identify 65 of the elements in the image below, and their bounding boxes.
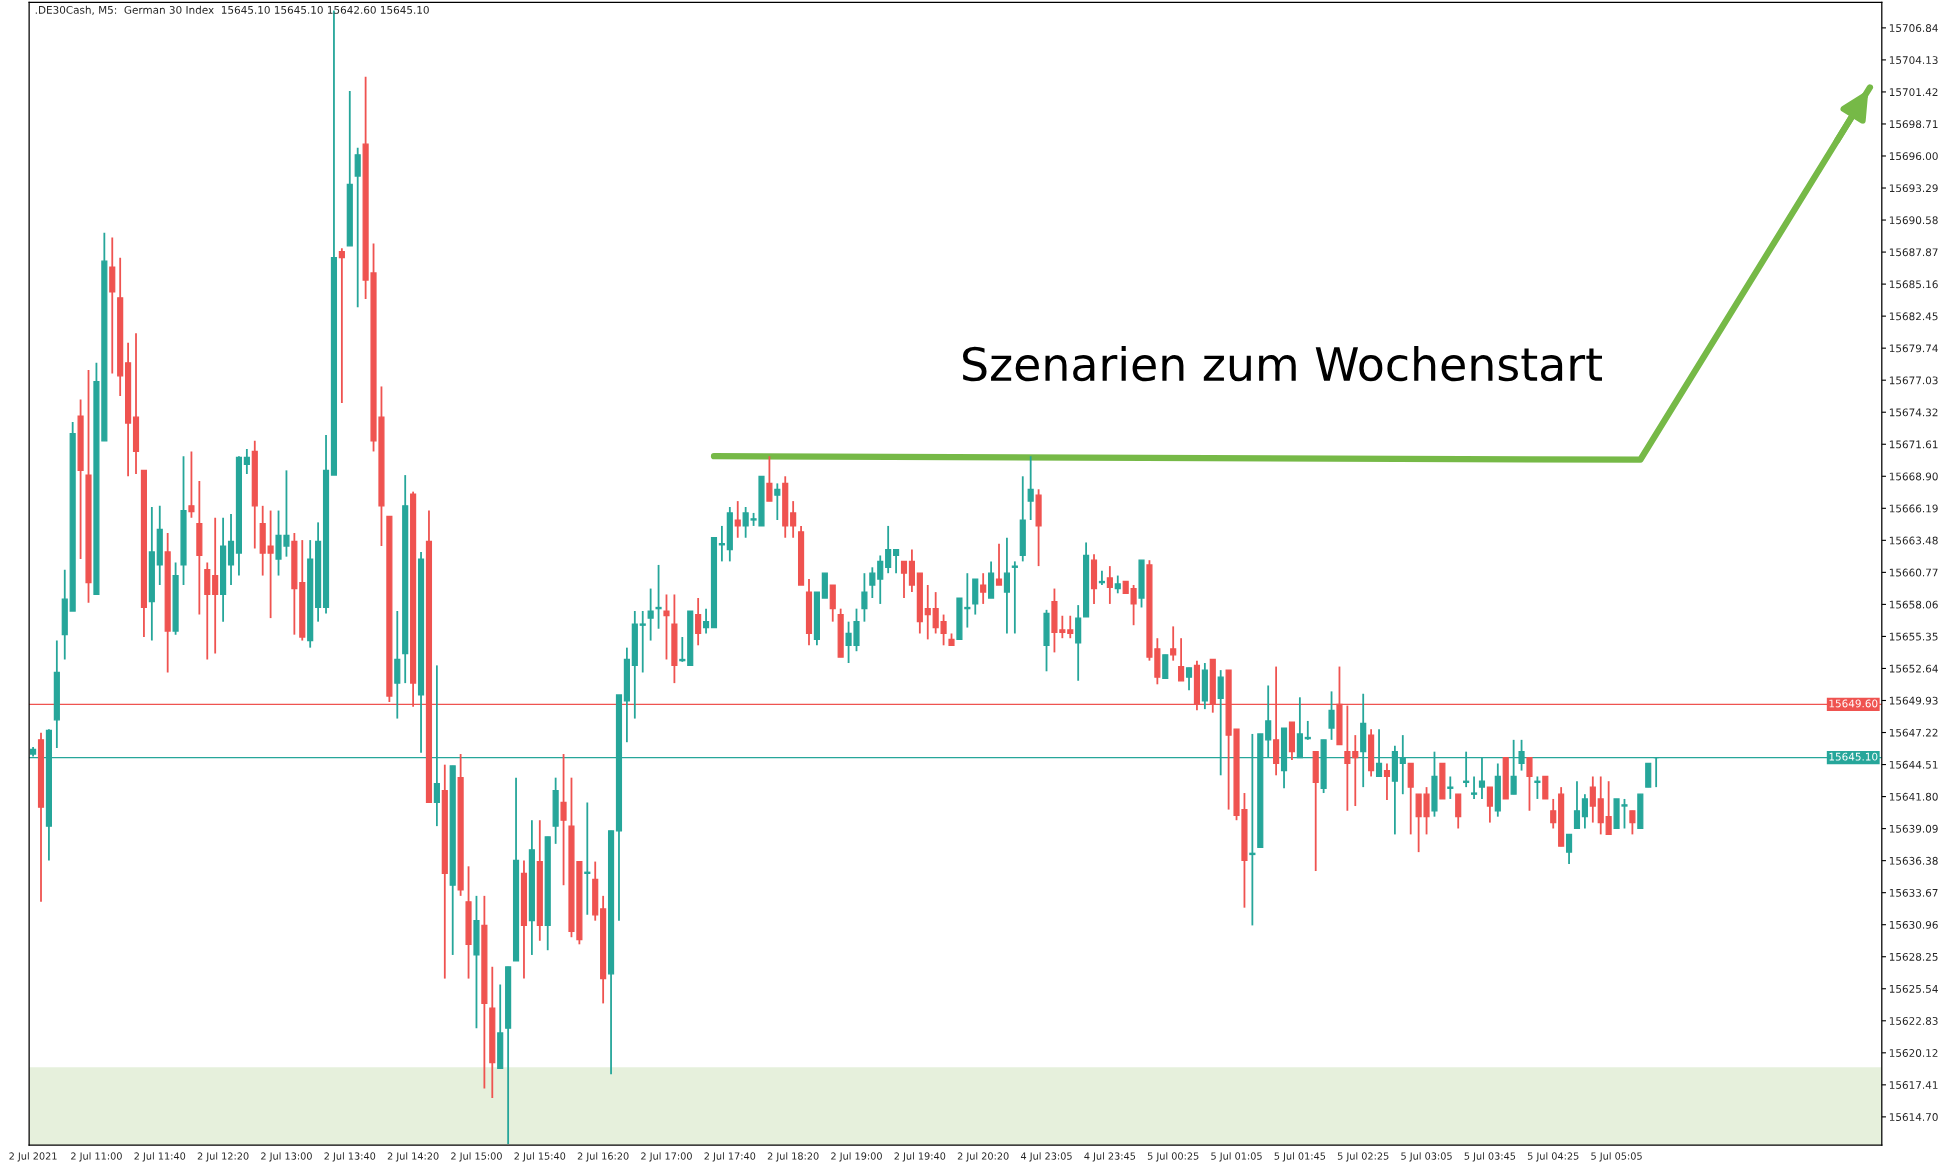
y-tick-label: 15704.13 xyxy=(1889,56,1938,65)
x-tick-label: 2 Jul 13:00 xyxy=(261,1152,312,1162)
y-tick-label: 15671.61 xyxy=(1889,440,1938,449)
x-tick-label: 2 Jul 13:40 xyxy=(324,1152,376,1162)
y-tick-label: 15636.38 xyxy=(1889,856,1938,865)
y-tick-label: 15658.06 xyxy=(1889,600,1938,609)
ref-line-label: 15649.60 xyxy=(1829,699,1878,708)
x-tick-label: 5 Jul 01:45 xyxy=(1274,1152,1326,1162)
y-tick-label: 15696.00 xyxy=(1889,152,1938,161)
y-tick-label: 15698.71 xyxy=(1889,120,1938,129)
ref-line-label: 15645.10 xyxy=(1829,752,1878,761)
y-tick-label: 15628.25 xyxy=(1889,952,1938,961)
y-tick-label: 15706.84 xyxy=(1889,24,1938,32)
y-tick-label: 15652.64 xyxy=(1889,664,1938,673)
x-tick-label: 5 Jul 01:05 xyxy=(1211,1152,1262,1162)
x-tick-label: 4 Jul 23:05 xyxy=(1020,1152,1072,1162)
y-tick-label: 15690.58 xyxy=(1889,216,1938,225)
x-tick-label: 2 Jul 18:20 xyxy=(767,1152,819,1162)
x-tick-label: 2 Jul 17:40 xyxy=(704,1152,756,1162)
y-tick-label: 15625.54 xyxy=(1889,984,1938,993)
x-tick-label: 2 Jul 19:00 xyxy=(831,1152,882,1162)
y-tick-label: 15682.45 xyxy=(1889,312,1938,321)
x-tick-label: 2 Jul 15:00 xyxy=(451,1152,502,1162)
y-tick-label: 15660.77 xyxy=(1889,568,1938,577)
y-tick-label: 15614.70 xyxy=(1889,1113,1938,1121)
y-tick-label: 15666.19 xyxy=(1889,504,1938,513)
y-tick-label: 15701.42 xyxy=(1889,88,1938,97)
y-tick-label: 15663.48 xyxy=(1889,536,1938,545)
y-tick-label: 15620.12 xyxy=(1889,1049,1938,1057)
x-tick-label: 2 Jul 17:00 xyxy=(641,1152,692,1162)
x-tick-label: 5 Jul 03:05 xyxy=(1401,1152,1452,1162)
y-tick-label: 15685.16 xyxy=(1889,280,1938,289)
x-tick-label: 4 Jul 23:45 xyxy=(1084,1152,1136,1162)
x-tick-label: 2 Jul 16:20 xyxy=(577,1152,629,1162)
x-tick-label: 2 Jul 11:00 xyxy=(71,1152,122,1162)
x-tick-label: 5 Jul 00:25 xyxy=(1147,1152,1199,1162)
x-tick-label: 5 Jul 02:25 xyxy=(1337,1152,1389,1162)
x-tick-label: 2 Jul 11:40 xyxy=(134,1152,186,1162)
x-tick-label: 2 Jul 19:40 xyxy=(894,1152,946,1162)
annotation: Szenarien zum Wochenstart xyxy=(963,345,1602,382)
y-tick-label: 15647.22 xyxy=(1889,728,1938,737)
x-tick-label: 5 Jul 04:25 xyxy=(1527,1152,1579,1162)
x-tick-label: 2 Jul 15:40 xyxy=(514,1152,566,1162)
y-tick-label: 15693.29 xyxy=(1889,184,1938,193)
x-tick-label: 2 Jul 20:20 xyxy=(957,1152,1009,1162)
y-tick-label: 15644.51 xyxy=(1889,760,1938,769)
chart-title: .DE30Cash, M5: German 30 Index 15645.10 15645.10 15642.60 15645.10 xyxy=(35,5,429,15)
y-tick-label: 15630.96 xyxy=(1889,920,1938,929)
x-tick-label: 2 Jul 2021 xyxy=(9,1152,57,1162)
y-tick-label: 15655.35 xyxy=(1889,632,1938,641)
y-tick-label: 15649.93 xyxy=(1889,696,1938,705)
y-tick-label: 15674.32 xyxy=(1889,408,1938,417)
y-tick-label: 15622.83 xyxy=(1889,1017,1938,1025)
y-tick-label: 15677.03 xyxy=(1889,376,1938,385)
y-tick-label: 15617.41 xyxy=(1889,1081,1938,1089)
y-tick-label: 15679.74 xyxy=(1889,344,1938,353)
y-tick-label: 15641.80 xyxy=(1889,792,1938,801)
y-tick-label: 15633.67 xyxy=(1889,888,1938,897)
x-tick-label: 2 Jul 14:20 xyxy=(387,1152,439,1162)
x-tick-label: 5 Jul 03:45 xyxy=(1464,1152,1516,1162)
x-tick-label: 5 Jul 05:05 xyxy=(1591,1152,1642,1162)
x-tick-label: 2 Jul 12:20 xyxy=(197,1152,249,1162)
y-tick-label: 15687.87 xyxy=(1889,248,1938,257)
y-tick-label: 15668.90 xyxy=(1889,472,1938,481)
y-tick-label: 15639.09 xyxy=(1889,824,1938,833)
